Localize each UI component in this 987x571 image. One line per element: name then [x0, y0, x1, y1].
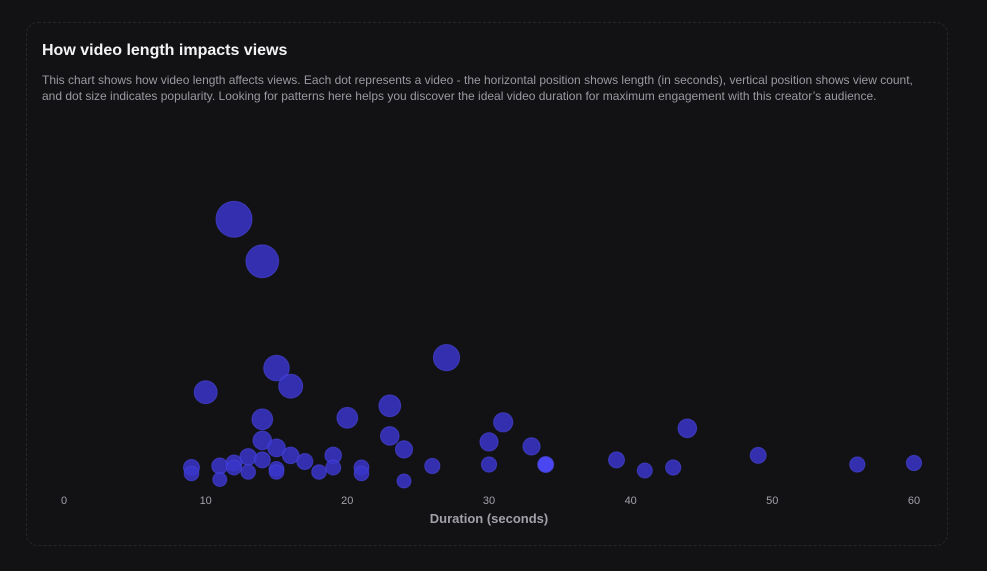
video-dot[interactable] [424, 457, 441, 475]
chart-description: This chart shows how video length affect… [42, 73, 913, 103]
video-dot[interactable] [183, 465, 200, 482]
x-tick-label: 40 [625, 495, 637, 507]
x-tick-label: 60 [908, 495, 920, 507]
video-dot[interactable] [253, 451, 271, 469]
video-dot[interactable] [522, 437, 541, 456]
video-dot[interactable] [211, 457, 229, 475]
video-dot[interactable] [263, 354, 290, 382]
video-dot[interactable] [480, 456, 498, 473]
video-dot[interactable] [193, 380, 218, 405]
video-dot[interactable] [251, 408, 274, 431]
video-dot[interactable] [396, 473, 412, 489]
x-axis-ticks: 0 10 20 30 40 50 60 [61, 495, 920, 507]
video-dot[interactable] [479, 432, 499, 452]
video-dot[interactable] [245, 244, 280, 279]
video-dot[interactable] [215, 200, 253, 238]
video-dot[interactable] [336, 406, 359, 429]
x-axis-title: Duration (seconds) [430, 511, 548, 526]
video-dot[interactable] [311, 464, 327, 480]
video-dot[interactable] [212, 472, 228, 487]
video-dot[interactable] [665, 459, 682, 476]
video-dot[interactable] [378, 394, 402, 418]
scatter-plot: 0 10 20 30 40 50 60 Duration (seconds) [61, 200, 923, 526]
x-tick-label: 20 [341, 495, 353, 507]
video-dot[interactable] [380, 426, 400, 446]
video-dot[interactable] [905, 454, 923, 472]
video-dot[interactable] [268, 464, 285, 480]
x-tick-label: 50 [766, 495, 778, 507]
video-dot[interactable] [537, 456, 555, 473]
x-tick-label: 30 [483, 495, 495, 507]
video-dot[interactable] [636, 462, 653, 479]
video-dot[interactable] [296, 453, 314, 470]
x-tick-label: 0 [61, 495, 67, 507]
video-dot[interactable] [394, 440, 414, 459]
video-dot[interactable] [278, 373, 304, 399]
video-dot[interactable] [493, 412, 514, 433]
video-dot[interactable] [325, 459, 342, 476]
chart-card: How video length impacts views This char… [26, 22, 948, 546]
video-dot[interactable] [267, 438, 286, 458]
video-dot[interactable] [432, 344, 461, 372]
video-dot[interactable] [849, 456, 866, 473]
video-dot[interactable] [226, 459, 242, 476]
video-dot[interactable] [353, 465, 370, 482]
chart-title: How video length impacts views [42, 42, 288, 59]
video-dot[interactable] [749, 446, 767, 464]
video-dot[interactable] [240, 464, 256, 480]
video-dot[interactable] [608, 451, 625, 469]
video-dot[interactable] [677, 418, 698, 439]
x-tick-label: 10 [200, 495, 212, 507]
dot-layer [183, 200, 923, 489]
